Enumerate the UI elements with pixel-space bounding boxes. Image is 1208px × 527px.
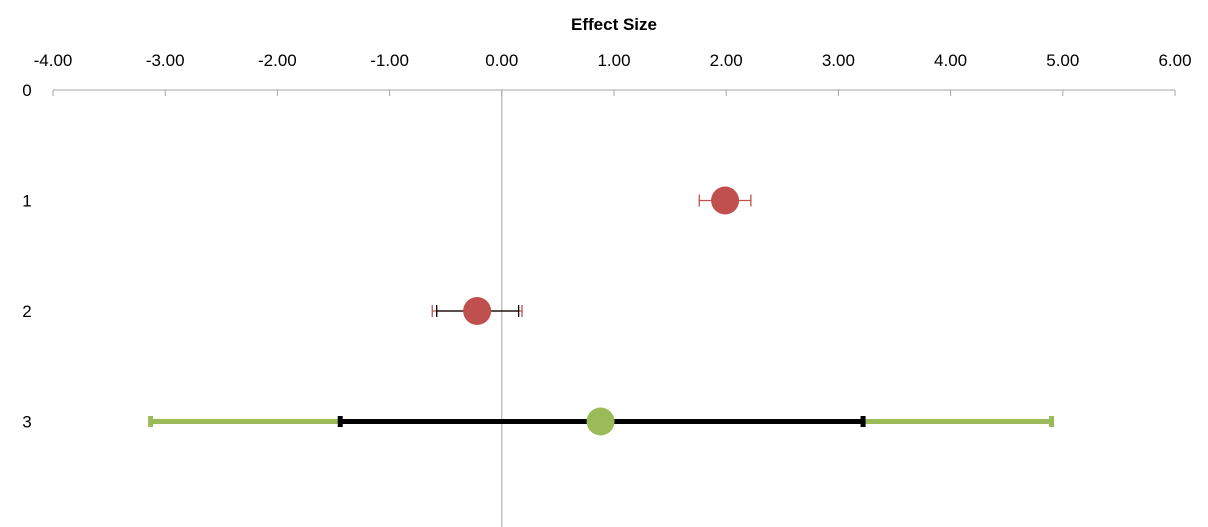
effect-size-point — [711, 186, 740, 215]
x-tick-label: 4.00 — [934, 51, 967, 70]
y-tick-label: 3 — [22, 413, 31, 432]
y-tick-label: 0 — [22, 81, 31, 100]
axis-layer: -4.00 -3.00 -2.00 -1.00 0.00 1.00 2.00 3.00 4.00… — [22, 51, 1192, 527]
x-tick-label: 0.00 — [485, 51, 518, 70]
x-tick-label: 1.00 — [597, 51, 630, 70]
x-tick-label: -3.00 — [146, 51, 185, 70]
x-tick-label: -4.00 — [34, 51, 73, 70]
marks-layer — [148, 186, 1055, 436]
x-tick-label: -2.00 — [258, 51, 297, 70]
x-tick-label: -1.00 — [370, 51, 409, 70]
x-tick-label: 3.00 — [822, 51, 855, 70]
chart-title: Effect Size — [571, 15, 657, 34]
y-tick-label: 1 — [22, 192, 31, 211]
effect-size-point — [463, 297, 492, 325]
y-tick-label: 2 — [22, 302, 31, 321]
x-tick-label: 2.00 — [710, 51, 743, 70]
x-tick-label: 6.00 — [1158, 51, 1191, 70]
effect-size-point — [586, 407, 615, 436]
x-tick-label: 5.00 — [1046, 51, 1079, 70]
